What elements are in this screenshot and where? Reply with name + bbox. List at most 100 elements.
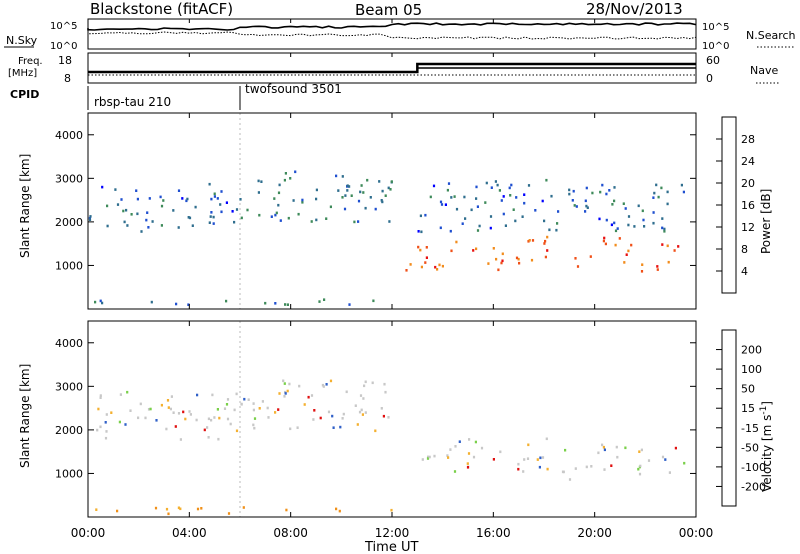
- scatter-cell: [497, 268, 500, 272]
- scatter-cell: [586, 206, 589, 209]
- scatter-cell: [384, 194, 387, 197]
- scatter-cell: [475, 197, 478, 200]
- scatter-cell: [661, 243, 664, 246]
- scatter-cell: [99, 396, 102, 399]
- scatter-cell: [517, 257, 520, 261]
- power-colorbar-label: Power [dB]: [759, 189, 773, 254]
- power-ylabel: Slant Range [km]: [18, 154, 32, 258]
- scatter-cell: [517, 462, 520, 466]
- scatter-cell: [277, 408, 280, 411]
- scatter-cell: [475, 247, 478, 251]
- scatter-cell: [277, 203, 280, 207]
- scatter-cell: [257, 191, 260, 194]
- scatter-cell: [426, 457, 430, 460]
- nave-label: Nave: [750, 64, 778, 77]
- scatter-cell: [106, 204, 109, 208]
- scatter-cell: [449, 448, 452, 451]
- power-colorbar: 28 24 20 16 12 8 4: [716, 116, 755, 294]
- scatter-cell: [574, 257, 577, 260]
- colorbar-tick-label: 100: [741, 363, 762, 376]
- scatter-cell: [88, 218, 92, 221]
- freq-trace: [88, 62, 696, 76]
- scatter-cell: [616, 455, 619, 459]
- scatter-cell: [179, 507, 182, 511]
- scatter-cell: [208, 182, 211, 186]
- scatter-cell: [546, 249, 549, 252]
- scatter-cell: [246, 208, 249, 212]
- colorbar-tick-label: 50: [741, 383, 755, 396]
- scatter-cell: [639, 464, 642, 468]
- scatter-cell: [148, 197, 151, 200]
- xaxis-label: Time UT: [364, 540, 418, 554]
- nave-tick-top: 60: [706, 54, 720, 67]
- scatter-cell: [545, 437, 548, 441]
- scatter-cell: [499, 450, 502, 454]
- scatter-cell: [298, 384, 301, 388]
- scatter-cell: [512, 208, 515, 211]
- scatter-cell: [494, 180, 497, 183]
- scatter-cell: [585, 204, 588, 208]
- nsky-label: N.Sky: [6, 34, 38, 47]
- scatter-cell: [371, 381, 374, 385]
- scatter-cell: [211, 393, 214, 397]
- scatter-cell: [169, 407, 172, 411]
- scatter-cell: [432, 184, 436, 188]
- scatter-cell: [683, 461, 686, 465]
- power-scatter: [88, 113, 685, 309]
- scatter-cell: [120, 198, 123, 201]
- scatter-cell: [536, 458, 539, 461]
- scatter-cell: [624, 207, 627, 210]
- scatter-cell: [243, 397, 246, 401]
- scatter-cell: [661, 455, 665, 459]
- scatter-cell: [627, 249, 630, 253]
- scatter-cell: [225, 201, 228, 204]
- scatter-cell: [195, 418, 198, 422]
- scatter-cell: [585, 465, 588, 469]
- scatter-cell: [318, 300, 321, 303]
- scatter-cell: [652, 211, 655, 214]
- xtick-label: 00:00: [71, 526, 106, 540]
- xtick-label: 04:00: [172, 526, 207, 540]
- scatter-cell: [279, 219, 282, 222]
- colorbar-tick-label: 12: [741, 221, 755, 234]
- scatter-cell: [556, 222, 559, 225]
- nsky-trace: [87, 22, 697, 40]
- scatter-cell: [96, 428, 99, 432]
- freq-unit: [MHz]: [8, 68, 37, 79]
- scatter-cell: [541, 456, 545, 459]
- scatter-cell: [110, 411, 113, 414]
- scatter-cell: [274, 411, 277, 414]
- scatter-cell: [576, 265, 580, 268]
- scatter-cell: [381, 189, 384, 193]
- scatter-cell: [266, 406, 269, 410]
- scatter-cell: [359, 394, 363, 397]
- scatter-cell: [284, 172, 287, 175]
- scatter-cell: [484, 201, 487, 204]
- scatter-cell: [467, 452, 471, 455]
- scatter-cell: [501, 252, 504, 256]
- scatter-cell: [425, 246, 428, 249]
- scatter-cell: [162, 199, 165, 202]
- scatter-cell: [614, 229, 618, 233]
- scatter-cell: [339, 425, 342, 429]
- scatter-cell: [546, 467, 549, 471]
- scatter-cell: [294, 170, 297, 174]
- scatter-cell: [527, 443, 530, 447]
- scatter-cell: [419, 214, 422, 218]
- scatter-cell: [446, 188, 449, 192]
- scatter-cell: [615, 445, 618, 449]
- scatter-cell: [470, 208, 473, 212]
- scatter-cell: [390, 180, 393, 183]
- scatter-cell: [485, 181, 488, 185]
- scatter-cell: [427, 455, 430, 459]
- scatter-cell: [165, 507, 169, 511]
- scatter-cell: [270, 215, 273, 218]
- scatter-cell: [614, 243, 617, 247]
- scatter-cell: [526, 457, 530, 460]
- ytick-label: 3000: [55, 380, 83, 393]
- scatter-cell: [390, 508, 393, 512]
- scatter-cell: [668, 471, 671, 474]
- scatter-cell: [680, 183, 683, 187]
- scatter-cell: [589, 255, 592, 258]
- scatter-cell: [360, 184, 363, 187]
